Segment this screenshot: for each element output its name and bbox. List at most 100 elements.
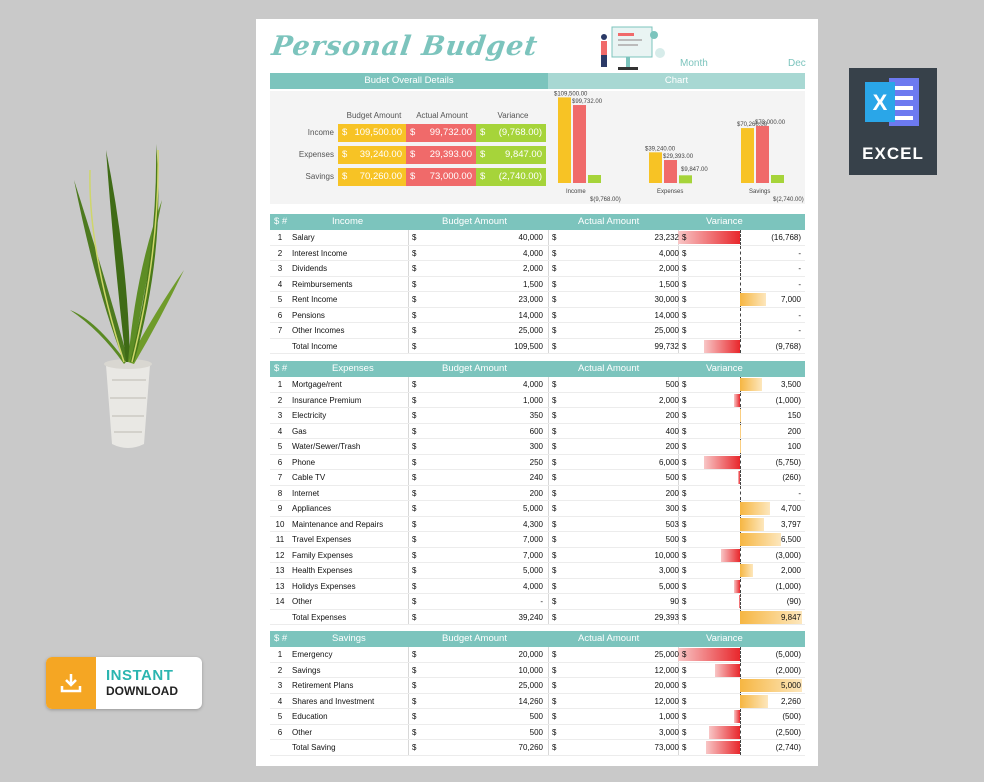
currency-symbol: $ — [342, 171, 348, 182]
budget-value[interactable]: 7,000 — [522, 550, 543, 560]
actual-value[interactable]: 1,500 — [658, 279, 679, 289]
budget-value[interactable]: 4,300 — [522, 519, 543, 529]
actual-value[interactable]: 99,732 — [654, 341, 679, 351]
table-row[interactable]: 2 Insurance Premium $ 1,000 $ 2,000 $ (1… — [270, 392, 805, 408]
table-row[interactable]: Total Income $ 109,500 $ 99,732 $ (9,768… — [270, 338, 805, 354]
actual-value[interactable]: 200 — [665, 411, 679, 420]
budget-value[interactable]: 4,000 — [522, 581, 543, 591]
actual-value[interactable]: 25,000 — [654, 650, 679, 659]
budget-value[interactable]: 350 — [529, 411, 543, 420]
table-row[interactable]: 4 Shares and Investment $ 14,260 $ 12,00… — [270, 693, 805, 709]
actual-value[interactable]: 12,000 — [654, 665, 679, 675]
actual-value[interactable]: 500 — [665, 473, 679, 482]
table-row[interactable]: 7 Cable TV $ 240 $ 500 $ (260) — [270, 470, 805, 486]
actual-value[interactable]: 20,000 — [654, 681, 679, 690]
budget-value[interactable]: 14,260 — [518, 696, 543, 706]
table-row[interactable]: 10 Maintenance and Repairs $ 4,300 $ 503… — [270, 516, 805, 532]
actual-value[interactable]: 12,000 — [654, 696, 679, 706]
table-row[interactable]: 5 Water/Sewer/Trash $ 300 $ 200 $ 100 — [270, 439, 805, 455]
actual-value[interactable]: 503 — [665, 519, 679, 529]
table-row[interactable]: 13 Holidys Expenses $ 4,000 $ 5,000 $ (1… — [270, 578, 805, 594]
actual-value[interactable]: 300 — [665, 504, 679, 513]
table-row[interactable]: Total Expenses $ 39,240 $ 29,393 $ 9,847 — [270, 609, 805, 625]
budget-value[interactable]: 1,500 — [522, 279, 543, 289]
budget-value[interactable]: 4,000 — [522, 380, 543, 389]
actual-value[interactable]: 3,000 — [658, 566, 679, 575]
actual-value[interactable]: 4,000 — [658, 248, 679, 258]
summary-actual-cell: $ 73,000.00 — [406, 168, 476, 186]
table-row[interactable]: 13 Health Expenses $ 5,000 $ 3,000 $ 2,0… — [270, 563, 805, 579]
actual-value[interactable]: 500 — [665, 535, 679, 544]
budget-value[interactable]: 70,260 — [518, 743, 543, 752]
table-row[interactable]: 6 Other $ 500 $ 3,000 $ (2,500) — [270, 724, 805, 740]
actual-value[interactable]: 400 — [665, 426, 679, 436]
budget-value[interactable]: 109,500 — [514, 341, 543, 351]
actual-value[interactable]: 5,000 — [658, 581, 679, 591]
budget-value[interactable]: 4,000 — [522, 248, 543, 258]
budget-value[interactable]: 240 — [529, 473, 543, 482]
table-row[interactable]: 4 Gas $ 600 $ 400 $ 200 — [270, 423, 805, 439]
actual-value[interactable]: 2,000 — [658, 264, 679, 273]
table-row[interactable]: 12 Family Expenses $ 7,000 $ 10,000 $ (3… — [270, 547, 805, 563]
budget-value[interactable]: 7,000 — [522, 535, 543, 544]
actual-value[interactable]: 23,232 — [654, 233, 679, 242]
table-row[interactable]: 1 Mortgage/rent $ 4,000 $ 500 $ 3,500 — [270, 377, 805, 393]
table-row[interactable]: 1 Emergency $ 20,000 $ 25,000 $ (5,000) — [270, 647, 805, 663]
budget-value[interactable]: 2,000 — [522, 264, 543, 273]
budget-value[interactable]: 14,000 — [518, 310, 543, 320]
actual-value[interactable]: 25,000 — [654, 326, 679, 335]
actual-value[interactable]: 3,000 — [658, 727, 679, 737]
budget-value[interactable]: 25,000 — [518, 326, 543, 335]
actual-value[interactable]: 29,393 — [654, 612, 679, 622]
row-name: Rent Income — [292, 295, 338, 304]
table-row[interactable]: 2 Interest Income $ 4,000 $ 4,000 $ - — [270, 245, 805, 261]
table-row[interactable]: 2 Savings $ 10,000 $ 12,000 $ (2,000) — [270, 662, 805, 678]
table-row[interactable]: Total Saving $ 70,260 $ 73,000 $ (2,740) — [270, 740, 805, 756]
budget-value[interactable]: 10,000 — [518, 665, 543, 675]
table-row[interactable]: 6 Phone $ 250 $ 6,000 $ (5,750) — [270, 454, 805, 470]
table-row[interactable]: 3 Retirement Plans $ 25,000 $ 20,000 $ 5… — [270, 678, 805, 694]
table-row[interactable]: 1 Salary $ 40,000 $ 23,232 $ (16,768) — [270, 230, 805, 246]
instant-download-badge[interactable]: INSTANT DOWNLOAD — [46, 657, 202, 709]
table-row[interactable]: 3 Dividends $ 2,000 $ 2,000 $ - — [270, 261, 805, 277]
budget-value[interactable]: 250 — [529, 457, 543, 467]
actual-value[interactable]: 6,000 — [658, 457, 679, 467]
budget-value[interactable]: 500 — [529, 727, 543, 737]
budget-value[interactable]: 5,000 — [522, 504, 543, 513]
actual-value[interactable]: 500 — [665, 380, 679, 389]
budget-value[interactable]: 200 — [529, 488, 543, 498]
actual-value[interactable]: 10,000 — [654, 550, 679, 560]
table-row[interactable]: 5 Rent Income $ 23,000 $ 30,000 $ 7,000 — [270, 292, 805, 308]
budget-value[interactable]: 600 — [529, 426, 543, 436]
budget-value[interactable]: 500 — [529, 712, 543, 721]
table-row[interactable]: 4 Reimbursements $ 1,500 $ 1,500 $ - — [270, 276, 805, 292]
actual-value[interactable]: 2,000 — [658, 395, 679, 405]
actual-value[interactable]: 200 — [665, 442, 679, 451]
budget-value[interactable]: 25,000 — [518, 681, 543, 690]
budget-value[interactable]: 39,240 — [518, 612, 543, 622]
actual-value[interactable]: 200 — [665, 488, 679, 498]
actual-value[interactable]: 30,000 — [654, 295, 679, 304]
summary-budget-value: 109,500.00 — [354, 127, 402, 138]
table-row[interactable]: 3 Electricity $ 350 $ 200 $ 150 — [270, 408, 805, 424]
table-row[interactable]: 9 Appliances $ 5,000 $ 300 $ 4,700 — [270, 501, 805, 517]
budget-value[interactable]: 40,000 — [518, 233, 543, 242]
actual-value[interactable]: 1,000 — [658, 712, 679, 721]
budget-value[interactable]: 1,000 — [522, 395, 543, 405]
table-row[interactable]: 6 Pensions $ 14,000 $ 14,000 $ - — [270, 307, 805, 323]
actual-value[interactable]: 90 — [670, 597, 679, 606]
table-row[interactable]: 8 Internet $ 200 $ 200 $ - — [270, 485, 805, 501]
budget-value[interactable]: 300 — [529, 442, 543, 451]
budget-value[interactable]: 20,000 — [518, 650, 543, 659]
actual-value[interactable]: 73,000 — [654, 743, 679, 752]
table-row[interactable]: 5 Education $ 500 $ 1,000 $ (500) — [270, 709, 805, 725]
table-row[interactable]: 7 Other Incomes $ 25,000 $ 25,000 $ - — [270, 323, 805, 339]
actual-value[interactable]: 14,000 — [654, 310, 679, 320]
currency-symbol: $ — [552, 380, 557, 389]
table-row[interactable]: 14 Other $ - $ 90 $ (90) — [270, 594, 805, 610]
budget-value[interactable]: 23,000 — [518, 295, 543, 304]
budget-value[interactable]: 5,000 — [522, 566, 543, 575]
month-value[interactable]: Dec — [788, 58, 806, 69]
table-row[interactable]: 11 Travel Expenses $ 7,000 $ 500 $ 6,500 — [270, 532, 805, 548]
budget-value[interactable]: - — [540, 597, 543, 606]
